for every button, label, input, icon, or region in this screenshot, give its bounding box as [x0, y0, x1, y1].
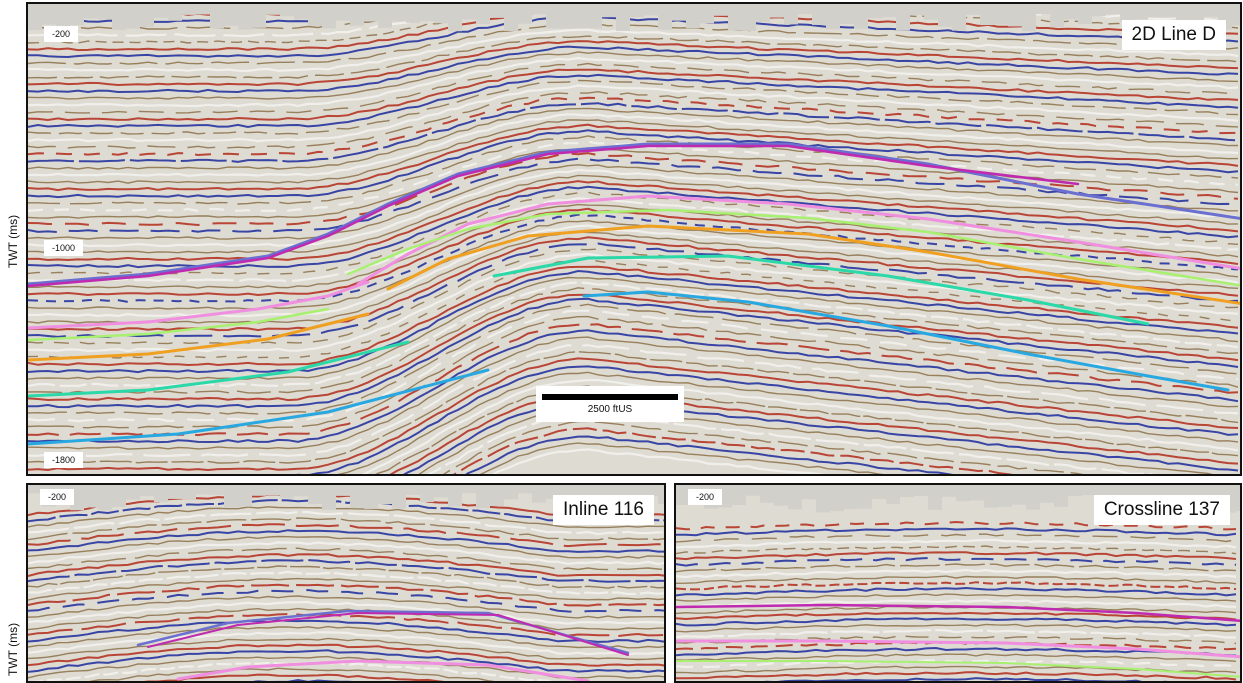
seismic-panel-2d-line-d: -200 -1000 -1800 2D Line D 2500 ftUS [26, 2, 1242, 476]
scale-bar: 2500 ftUS [536, 386, 684, 422]
seismic-section-2d-line-d [28, 4, 1240, 474]
tick-label-1000: -1000 [44, 240, 84, 256]
seismic-panel-crossline-137: -200 Crossline 137 [674, 483, 1242, 683]
y-axis-label-bottom: TWT (ms) [6, 622, 20, 676]
tick-label-200-inline: -200 [40, 489, 75, 505]
tick-label-200-crossline: -200 [688, 489, 723, 505]
panel-title-crossline-137: Crossline 137 [1093, 495, 1230, 525]
y-axis-label-top: TWT (ms) [6, 214, 20, 268]
tick-label-1800: -1800 [44, 452, 84, 468]
seismic-section-inline-116 [28, 485, 664, 681]
scale-bar-label: 2500 ftUS [587, 404, 633, 415]
scale-bar-line [542, 394, 678, 400]
panel-title-inline-116: Inline 116 [553, 495, 654, 525]
seismic-panel-inline-116: -200 Inline 116 [26, 483, 666, 683]
tick-label-200: -200 [44, 26, 79, 42]
panel-title-2d-line-d: 2D Line D [1121, 20, 1226, 50]
seismic-section-crossline-137 [676, 485, 1240, 681]
